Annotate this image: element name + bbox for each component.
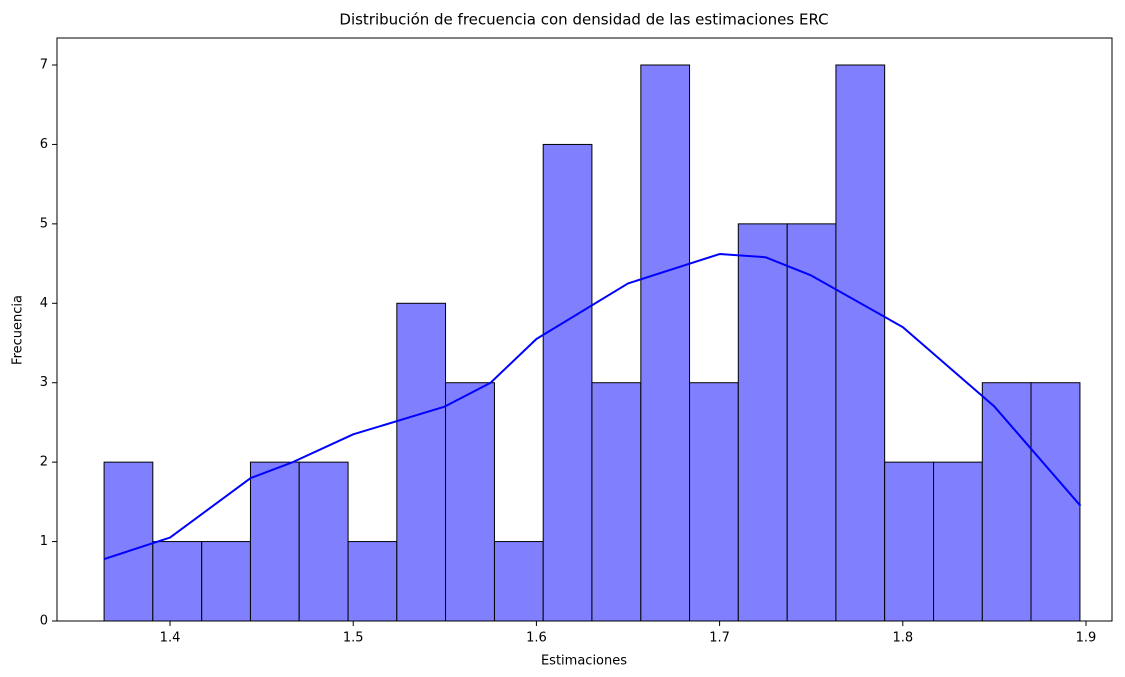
bar	[103, 461, 154, 622]
bar	[298, 461, 349, 622]
plot-frame	[56, 37, 1113, 622]
x-tick-label: 1.4	[160, 631, 181, 646]
bar	[933, 461, 983, 622]
bar	[884, 461, 935, 622]
bar	[689, 382, 739, 622]
bar	[152, 541, 203, 622]
bar	[396, 302, 447, 622]
bar	[249, 461, 300, 622]
y-tick-label: 0	[40, 614, 48, 629]
bar	[981, 382, 1032, 622]
x-tick-label: 1.5	[343, 631, 364, 646]
y-tick-label: 7	[40, 58, 48, 73]
bar	[835, 64, 886, 622]
bar	[591, 382, 642, 622]
x-tick-label: 1.7	[709, 631, 730, 646]
chart-title: Distribución de frecuencia con densidad …	[339, 11, 828, 29]
bar	[445, 382, 495, 622]
y-tick-label: 4	[40, 296, 48, 311]
bar	[201, 541, 251, 622]
x-tick-label: 1.9	[1076, 631, 1097, 646]
bar	[493, 541, 544, 622]
y-tick-label: 6	[40, 137, 48, 152]
bar	[737, 223, 788, 622]
bar	[640, 64, 691, 622]
x-tick-label: 1.8	[892, 631, 913, 646]
x-axis-label: Estimaciones	[541, 654, 627, 669]
bar	[542, 143, 593, 622]
y-tick-label: 3	[40, 375, 48, 390]
y-tick-label: 1	[40, 534, 48, 549]
x-tick-label: 1.6	[526, 631, 547, 646]
bar	[1030, 382, 1081, 622]
y-tick-label: 2	[40, 455, 48, 470]
bar	[786, 223, 837, 622]
y-tick-label: 5	[40, 216, 48, 231]
kde-line	[103, 253, 1082, 560]
y-axis-label: Frecuencia	[11, 295, 26, 365]
bar	[347, 541, 398, 622]
